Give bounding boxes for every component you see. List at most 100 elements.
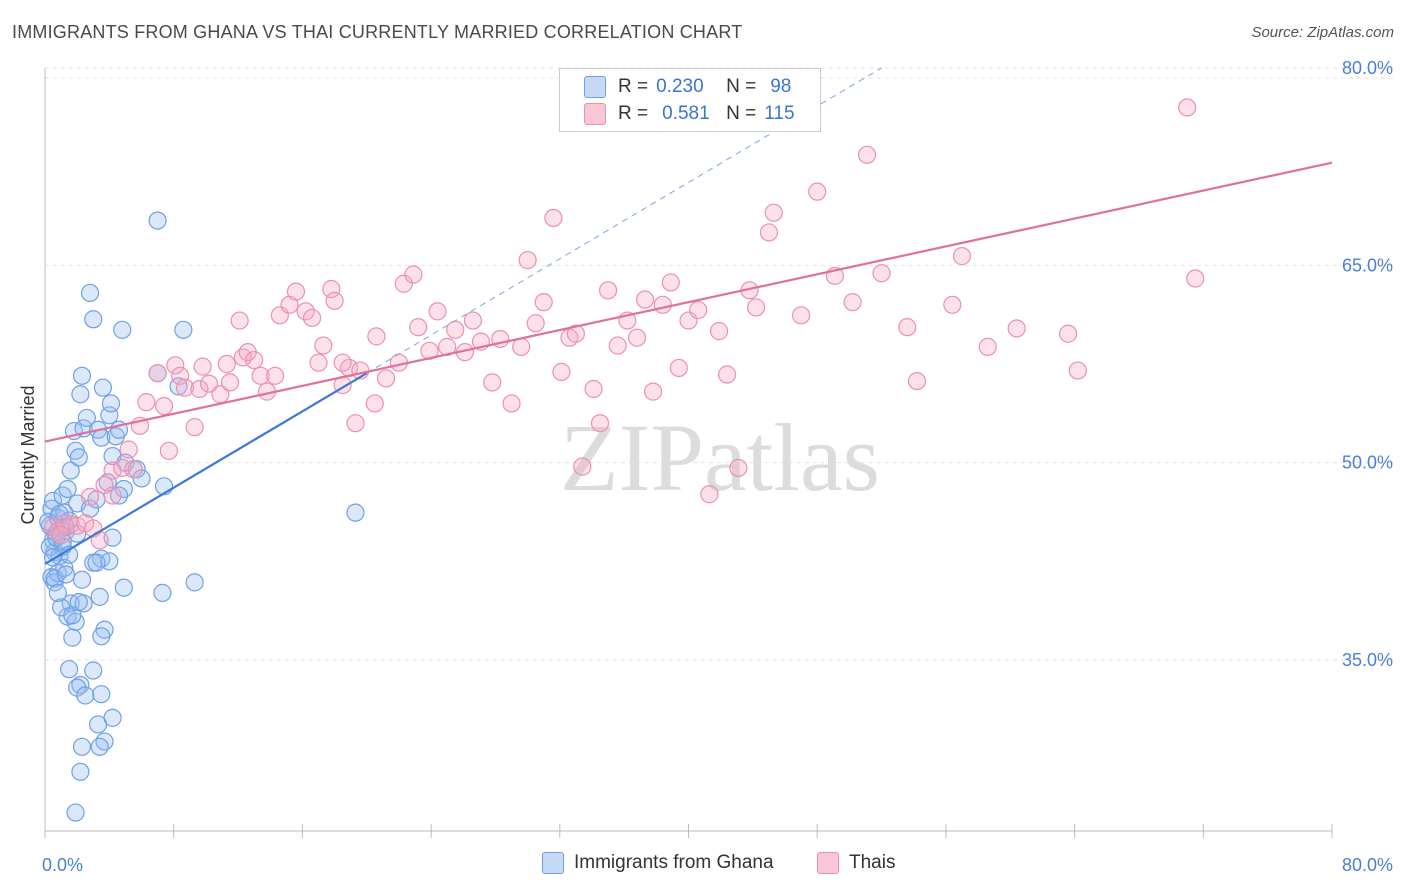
data-point — [808, 182, 827, 201]
legend-swatch-ghana — [584, 76, 606, 98]
data-point — [322, 279, 341, 299]
chart-source: Source: ZipAtlas.com — [1251, 24, 1394, 41]
data-point — [61, 461, 80, 480]
data-point — [100, 552, 119, 571]
data-point — [746, 298, 766, 317]
data-point — [171, 366, 190, 385]
data-point — [71, 762, 90, 781]
data-point — [526, 314, 545, 333]
data-point — [114, 578, 133, 597]
legend-n-thais: 115 — [764, 103, 795, 124]
data-point — [689, 300, 708, 320]
data-point — [700, 485, 719, 504]
data-point — [185, 573, 204, 592]
data-point — [137, 393, 156, 412]
data-point — [45, 569, 64, 588]
bottom-legend-swatch-thais — [817, 852, 839, 874]
data-point — [661, 273, 680, 292]
data-point — [166, 356, 185, 375]
data-point — [93, 378, 113, 397]
data-point — [446, 320, 465, 339]
data-point — [60, 660, 79, 679]
data-point — [512, 337, 531, 356]
data-point — [1059, 324, 1078, 343]
data-point — [608, 336, 627, 355]
data-point — [69, 448, 88, 467]
data-point — [220, 373, 240, 392]
data-point — [109, 486, 129, 505]
data-point — [1178, 98, 1197, 117]
data-point — [63, 628, 82, 647]
data-point — [90, 587, 109, 606]
y-tick-label: 80.0% — [1342, 58, 1393, 78]
data-point — [544, 208, 563, 228]
data-point — [48, 583, 67, 602]
data-point — [251, 366, 270, 385]
data-point — [84, 310, 103, 329]
data-point — [627, 328, 647, 347]
data-point — [669, 358, 688, 378]
data-point — [764, 203, 783, 222]
data-point — [346, 414, 365, 433]
bottom-legend-label-ghana: Immigrants from Ghana — [574, 852, 774, 873]
data-point — [217, 354, 236, 374]
chart-title: IMMIGRANTS FROM GHANA VS THAI CURRENTLY … — [12, 22, 743, 42]
data-point — [193, 357, 212, 376]
data-point — [175, 378, 195, 397]
data-point — [792, 306, 811, 325]
data-point — [199, 374, 219, 393]
data-point — [729, 458, 748, 478]
data-point — [286, 282, 306, 301]
data-point — [635, 290, 655, 309]
data-point — [598, 281, 618, 300]
data-point — [552, 362, 571, 381]
x-tick-label-min: 0.0% — [42, 855, 83, 875]
data-point — [428, 302, 447, 321]
data-point — [72, 737, 92, 756]
data-point — [898, 318, 917, 337]
data-point — [124, 460, 143, 479]
data-point — [92, 627, 111, 646]
legend-row-thais: R = 0.581 N = 115 — [584, 101, 795, 127]
data-point — [153, 583, 172, 602]
data-point — [718, 365, 737, 384]
legend-n-label: N = — [726, 76, 757, 97]
data-point — [101, 394, 121, 413]
data-point — [103, 486, 122, 505]
data-point — [230, 311, 249, 330]
data-point — [233, 348, 252, 367]
x-tick-label-max: 80.0% — [1342, 855, 1393, 875]
legend-r-label: R = — [618, 76, 649, 97]
trend-line-ghana — [44, 372, 368, 565]
data-point — [87, 553, 106, 572]
y-tick-label: 50.0% — [1342, 453, 1393, 473]
data-point — [978, 337, 997, 356]
legend-swatch-thais — [584, 103, 606, 125]
data-point — [71, 385, 90, 404]
data-point — [245, 350, 264, 370]
data-point — [314, 336, 333, 355]
y-tick-label: 65.0% — [1342, 255, 1393, 275]
data-point — [346, 503, 365, 522]
x-tick-marks — [44, 824, 1333, 838]
data-point — [77, 408, 96, 428]
data-point — [72, 366, 92, 385]
data-point — [1068, 361, 1087, 380]
data-point — [296, 302, 315, 321]
bottom-legend-ghana: Immigrants from Ghana — [542, 852, 774, 874]
legend-r-label: R = — [618, 103, 649, 124]
data-point — [518, 250, 537, 270]
data-point — [584, 379, 603, 399]
data-point — [95, 732, 114, 751]
data-point — [113, 320, 132, 339]
data-point — [69, 592, 88, 612]
legend-r-thais: 0.581 — [662, 103, 710, 124]
data-point — [56, 565, 76, 584]
stats-legend: R = 0.230 N = 98 R = 0.581 N = 115 — [559, 68, 821, 132]
data-point — [66, 803, 85, 822]
data-point — [265, 366, 285, 385]
data-point — [857, 145, 877, 164]
data-point — [72, 570, 92, 589]
data-point — [502, 394, 521, 413]
